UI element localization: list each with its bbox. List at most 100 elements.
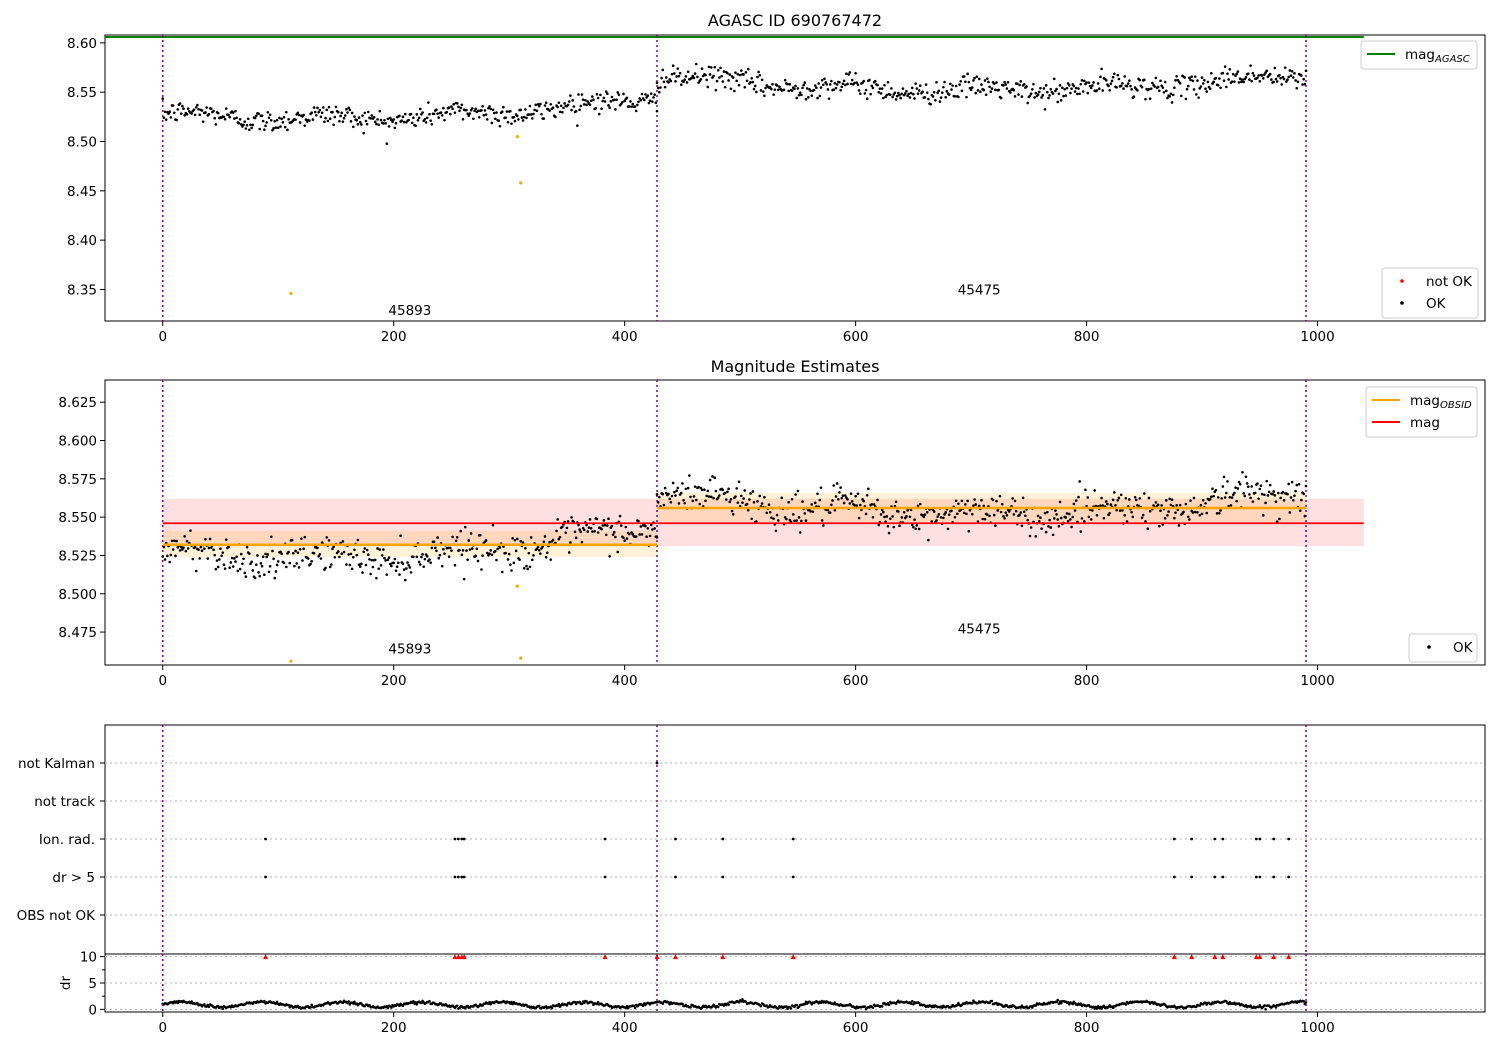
data-point [1069,518,1072,521]
data-point [1198,513,1202,517]
data-point [349,552,353,556]
data-point [656,86,660,90]
data-point [446,546,450,550]
data-point [1039,86,1042,90]
data-point [376,118,379,121]
data-point [421,111,424,114]
data-point [1285,80,1288,83]
x-tick-label: 200 [381,329,407,345]
data-point [1268,483,1272,487]
data-point [722,70,726,73]
data-point [929,102,932,106]
data-point [943,80,946,84]
data-point [980,498,983,502]
data-point [520,116,524,119]
data-point [912,92,915,96]
dr-point [347,1000,350,1003]
data-point [958,83,961,86]
data-point [813,84,817,87]
data-point [1028,534,1032,538]
data-point [350,567,354,571]
data-point [805,87,809,90]
data-point [663,85,667,89]
data-point [1072,84,1076,88]
dr-point [1079,1002,1083,1006]
data-point [706,489,710,493]
data-point [606,524,609,527]
dr-point [390,1006,393,1009]
data-point [939,96,943,99]
data-point [772,93,775,96]
data-point [445,110,449,114]
data-point [380,554,384,557]
data-point [1121,509,1124,512]
data-point [498,546,502,549]
data-point [953,95,957,98]
data-point [776,519,780,522]
data-point [304,118,308,121]
data-point [1130,88,1133,91]
data-point [614,108,617,111]
data-point [816,492,819,496]
data-point [386,117,390,121]
data-point [379,118,383,122]
data-point [820,78,824,82]
data-point [631,102,635,106]
y-tick-label: 8.50 [67,135,97,151]
data-point [1022,83,1026,86]
legend-label: OK [1453,640,1474,656]
data-point [425,555,429,558]
data-point [331,547,334,551]
data-point [228,115,232,119]
data-point [1013,95,1017,98]
data-point [962,511,966,515]
data-point [570,108,573,112]
data-point [1125,520,1129,523]
data-point [500,570,504,574]
data-point [1215,512,1219,515]
dr-point [420,1001,423,1005]
data-point [172,111,176,115]
data-point [1279,76,1282,80]
data-point [670,494,674,498]
data-point [1018,83,1021,87]
data-point [1189,78,1192,82]
data-point [338,555,341,559]
data-point [587,526,591,529]
data-point [1300,498,1303,502]
data-point [281,121,285,124]
dr-point [1056,998,1060,1002]
data-point [692,495,696,498]
data-point [967,80,971,84]
data-point [1249,64,1252,67]
data-point [959,79,963,83]
y-tick-label: 8.35 [67,282,97,298]
data-point [655,81,659,85]
data-point [1263,493,1266,497]
data-point [1191,79,1195,83]
data-point [241,562,244,566]
dr-clipped-marker [602,954,608,960]
data-point [161,97,165,100]
data-point [390,118,393,122]
data-point [901,87,905,90]
data-point [803,81,807,84]
data-point [402,120,406,124]
data-point [765,511,769,515]
data-point [1250,79,1254,83]
data-point [399,534,402,537]
data-point [669,500,673,504]
data-point [468,548,472,551]
data-point [1250,485,1254,488]
data-point [593,529,596,533]
data-point [827,97,831,100]
dr-point [310,1003,314,1007]
data-point [825,83,829,86]
data-point [1113,72,1116,76]
data-point [1020,524,1024,528]
data-point [436,536,439,539]
data-point [559,104,563,108]
data-point [1175,504,1178,507]
data-point [510,569,513,572]
data-point [383,118,386,122]
